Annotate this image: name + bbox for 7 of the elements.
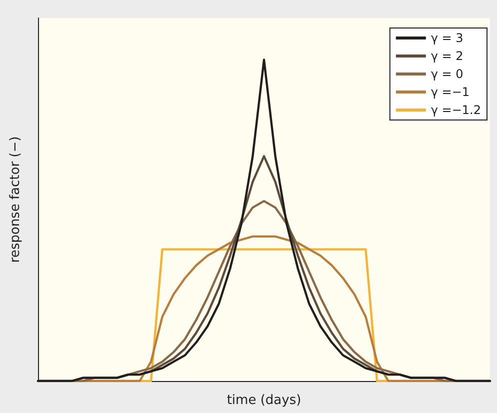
legend-label: γ = 2 [430, 49, 464, 63]
legend-label: γ = 0 [430, 67, 464, 81]
legend-label: γ =−1 [430, 85, 470, 99]
legend-label: γ =−1.2 [430, 103, 481, 117]
legend-label: γ = 3 [430, 31, 464, 45]
y-axis-title: response factor (−) [8, 136, 23, 263]
x-axis-title: time (days) [226, 392, 302, 408]
